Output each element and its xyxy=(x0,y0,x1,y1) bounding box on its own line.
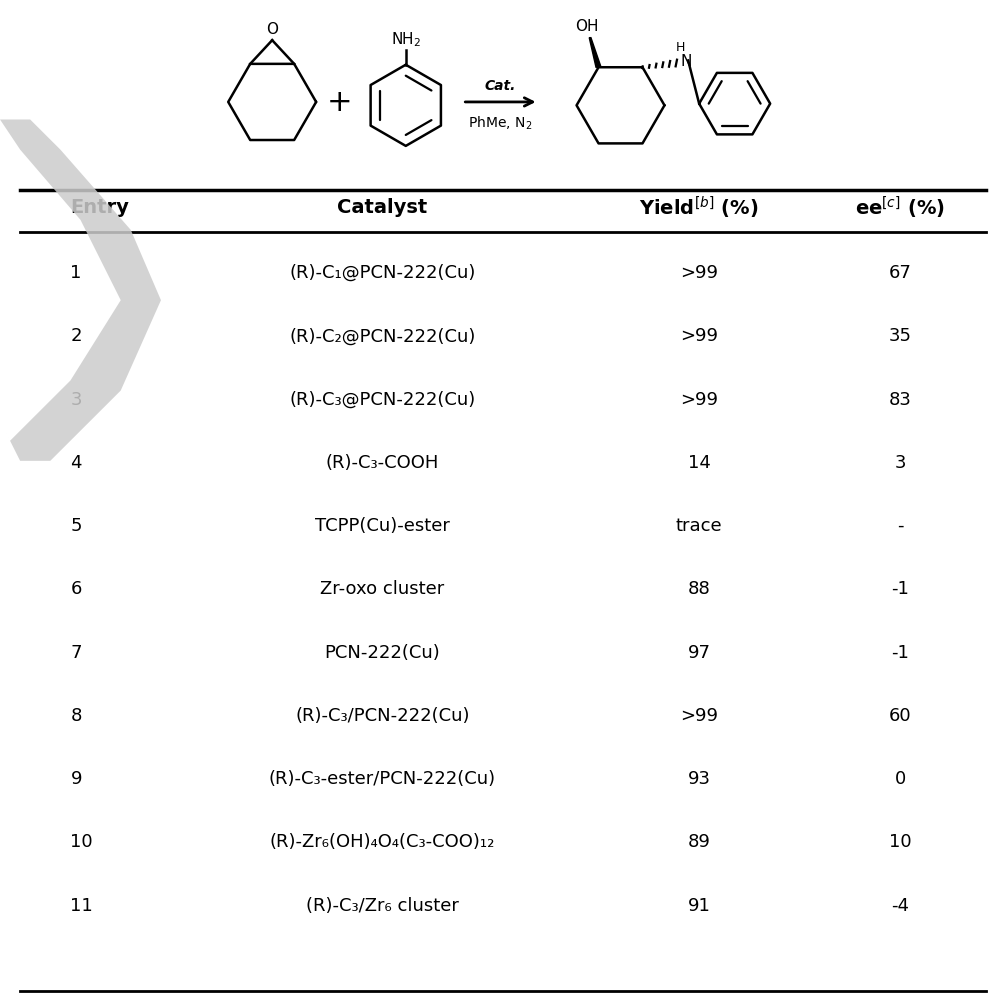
Text: (R)-C₃-ester/PCN-222(Cu): (R)-C₃-ester/PCN-222(Cu) xyxy=(269,769,496,787)
Text: -: - xyxy=(897,517,903,535)
Text: 9: 9 xyxy=(70,769,81,787)
Text: (R)-C₃@PCN-222(Cu): (R)-C₃@PCN-222(Cu) xyxy=(289,390,476,408)
Text: (R)-C₃/Zr₆ cluster: (R)-C₃/Zr₆ cluster xyxy=(306,896,459,914)
Text: >99: >99 xyxy=(680,327,718,345)
Text: 1: 1 xyxy=(70,264,81,282)
Text: -4: -4 xyxy=(891,896,909,914)
Text: 3: 3 xyxy=(894,453,906,471)
Text: +: + xyxy=(327,88,353,117)
Text: H: H xyxy=(676,41,685,54)
Text: 0: 0 xyxy=(894,769,906,787)
Text: (R)-Zr₆(OH)₄O₄(C₃-COO)₁₂: (R)-Zr₆(OH)₄O₄(C₃-COO)₁₂ xyxy=(270,832,495,851)
Text: OH: OH xyxy=(575,19,599,33)
Text: 14: 14 xyxy=(688,453,710,471)
Text: >99: >99 xyxy=(680,264,718,282)
Text: 2: 2 xyxy=(70,327,81,345)
Text: 10: 10 xyxy=(70,832,93,851)
Text: 5: 5 xyxy=(70,517,81,535)
Polygon shape xyxy=(0,120,161,461)
Text: (R)-C₃/PCN-222(Cu): (R)-C₃/PCN-222(Cu) xyxy=(295,706,470,724)
Text: 60: 60 xyxy=(889,706,911,724)
Text: 7: 7 xyxy=(70,643,81,661)
Text: ee$^{[c]}$ (%): ee$^{[c]}$ (%) xyxy=(855,195,946,221)
Text: TCPP(Cu)-ester: TCPP(Cu)-ester xyxy=(315,517,450,535)
Text: 97: 97 xyxy=(688,643,710,661)
Text: 67: 67 xyxy=(889,264,911,282)
Polygon shape xyxy=(590,38,601,68)
Text: 89: 89 xyxy=(688,832,710,851)
Text: 8: 8 xyxy=(70,706,81,724)
Text: 4: 4 xyxy=(70,453,81,471)
Text: 3: 3 xyxy=(70,390,81,408)
Text: N: N xyxy=(680,54,692,69)
Text: Catalyst: Catalyst xyxy=(337,199,428,217)
Text: (R)-C₃-COOH: (R)-C₃-COOH xyxy=(326,453,439,471)
Text: 88: 88 xyxy=(688,580,710,598)
Text: >99: >99 xyxy=(680,390,718,408)
Text: Cat.: Cat. xyxy=(485,78,516,92)
Text: 6: 6 xyxy=(70,580,81,598)
Text: (R)-C₂@PCN-222(Cu): (R)-C₂@PCN-222(Cu) xyxy=(289,327,476,345)
Text: 10: 10 xyxy=(889,832,911,851)
Text: 91: 91 xyxy=(688,896,710,914)
Text: 93: 93 xyxy=(688,769,710,787)
Text: trace: trace xyxy=(676,517,722,535)
Text: -1: -1 xyxy=(891,643,909,661)
Text: O: O xyxy=(267,22,279,37)
Text: PCN-222(Cu): PCN-222(Cu) xyxy=(324,643,441,661)
Text: >99: >99 xyxy=(680,706,718,724)
Text: Yield$^{[b]}$ (%): Yield$^{[b]}$ (%) xyxy=(640,195,759,221)
Text: 83: 83 xyxy=(889,390,911,408)
Text: (R)-C₁@PCN-222(Cu): (R)-C₁@PCN-222(Cu) xyxy=(289,264,476,282)
Text: NH$_2$: NH$_2$ xyxy=(390,30,421,49)
Text: 11: 11 xyxy=(70,896,94,914)
Text: Zr-oxo cluster: Zr-oxo cluster xyxy=(320,580,445,598)
Text: PhMe, N$_2$: PhMe, N$_2$ xyxy=(469,114,532,132)
Text: -1: -1 xyxy=(891,580,909,598)
Text: 35: 35 xyxy=(889,327,911,345)
Text: Entry: Entry xyxy=(70,199,130,217)
